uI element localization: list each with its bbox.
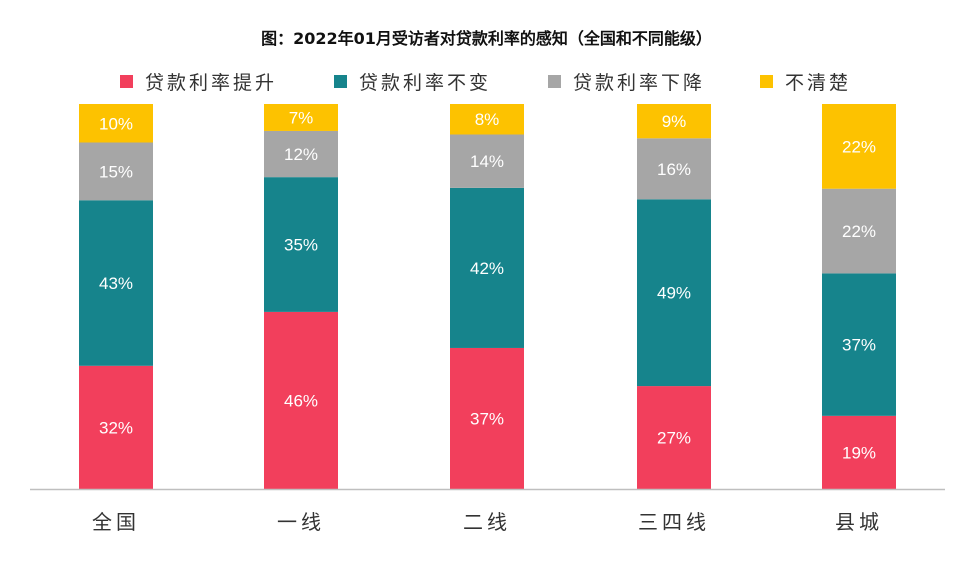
- x-tick-label: 一线: [277, 510, 325, 534]
- legend-item: 不清楚: [760, 66, 851, 96]
- data-label: 9%: [662, 112, 687, 131]
- data-label: 8%: [475, 110, 500, 129]
- data-label: 22%: [842, 222, 876, 241]
- bar-segment: [79, 142, 153, 201]
- bar-segment: [264, 177, 338, 312]
- bar-segment: [450, 187, 524, 348]
- data-label: 15%: [99, 162, 133, 181]
- bar-segment: [264, 104, 338, 131]
- data-label: 27%: [657, 429, 691, 448]
- data-label: 35%: [284, 236, 318, 255]
- chart-title: 图：2022年01月受访者对贷款利率的感知（全国和不同能级）: [261, 29, 712, 48]
- legend-label: 贷款利率提升: [145, 71, 278, 94]
- legend-label: 贷款利率下降: [573, 71, 706, 94]
- bar-segment: [637, 104, 711, 139]
- data-label: 10%: [99, 114, 133, 133]
- bar-segment: [822, 104, 896, 189]
- bar-segment: [637, 138, 711, 200]
- data-label: 16%: [657, 160, 691, 179]
- bar-segment: [450, 347, 524, 489]
- legend-swatch: [760, 74, 773, 88]
- legend-swatch: [334, 74, 347, 88]
- data-label: 12%: [284, 145, 318, 164]
- bar-segment: [822, 415, 896, 489]
- legend-item: 贷款利率下降: [548, 66, 705, 96]
- legend-item: 贷款利率提升: [120, 66, 277, 96]
- data-label: 19%: [842, 443, 876, 462]
- x-tick-label: 三四线: [638, 510, 710, 534]
- legend-swatch: [120, 74, 133, 88]
- data-label: 14%: [470, 152, 504, 171]
- x-tick-label: 全国: [92, 510, 140, 534]
- bar-segment: [450, 104, 524, 135]
- bar-segment: [264, 311, 338, 489]
- data-label: 49%: [657, 284, 691, 303]
- x-tick-label: 二线: [463, 510, 511, 534]
- legend: 贷款利率提升 贷款利率不变 贷款利率下降 不清楚: [0, 66, 973, 96]
- x-tick-label: 县城: [835, 510, 883, 534]
- data-label: 43%: [99, 274, 133, 293]
- data-label: 37%: [470, 409, 504, 428]
- data-label: 22%: [842, 137, 876, 156]
- bar-segment: [79, 365, 153, 489]
- bar-segment: [264, 130, 338, 178]
- legend-label: 贷款利率不变: [359, 71, 492, 94]
- legend-item: 贷款利率不变: [334, 66, 491, 96]
- bar-segment: [637, 199, 711, 387]
- data-label: 32%: [99, 418, 133, 437]
- bar-segment: [822, 188, 896, 274]
- bar-segment: [79, 200, 153, 366]
- legend-label: 不清楚: [785, 71, 852, 94]
- data-label: 42%: [470, 259, 504, 278]
- bar-segment: [79, 104, 153, 143]
- data-label: 46%: [284, 391, 318, 410]
- bar-segment: [450, 134, 524, 188]
- data-label: 37%: [842, 336, 876, 355]
- bar-segment: [822, 273, 896, 416]
- legend-swatch: [548, 74, 561, 88]
- bar-segment: [637, 386, 711, 489]
- data-label: 7%: [289, 108, 314, 127]
